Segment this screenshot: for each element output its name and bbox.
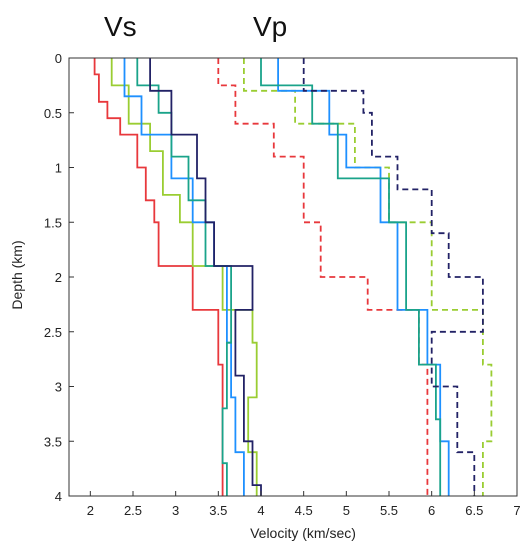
series-vs-4 (149, 58, 262, 496)
y-tick-label: 2.5 (44, 325, 62, 340)
series-vp-8 (260, 58, 442, 496)
x-tick-label: 4 (257, 503, 264, 518)
y-tick-label: 4 (55, 489, 62, 504)
vp-label: Vp (253, 11, 287, 42)
series-vp-6 (243, 58, 493, 496)
y-tick-label: 0 (55, 51, 62, 66)
series-vs-0 (93, 58, 224, 496)
x-axis-label: Velocity (km/sec) (250, 525, 356, 541)
x-tick-label: 4.5 (295, 503, 313, 518)
series-layer (93, 58, 493, 496)
y-axis-label: Depth (km) (9, 240, 25, 309)
x-tick-label: 5.5 (380, 503, 398, 518)
series-vs-3 (136, 58, 232, 496)
x-tick-label: 2.5 (124, 503, 142, 518)
y-tick-label: 3.5 (44, 434, 62, 449)
series-vs-1 (110, 58, 258, 496)
x-tick-label: 6.5 (465, 503, 483, 518)
axes-layer: 2 2.5 3 3.5 4 4.5 5 5.5 6 6.5 7 0 0.5 1 1.5 2 2.5 3 3.5 4 (44, 51, 521, 518)
series-vp-9 (302, 58, 484, 496)
vs-label: Vs (104, 11, 137, 42)
x-tick-label: 2 (87, 503, 94, 518)
y-tick-label: 3 (55, 380, 62, 395)
series-vp-5 (217, 58, 429, 496)
y-tick-label: 1 (55, 161, 62, 176)
y-tick-label: 0.5 (44, 106, 62, 121)
y-tick-label: 1.5 (44, 215, 62, 230)
x-tick-label: 5 (343, 503, 350, 518)
x-tick-label: 3 (172, 503, 179, 518)
x-tick-label: 3.5 (209, 503, 227, 518)
x-tick-label: 6 (428, 503, 435, 518)
y-tick-label: 2 (55, 270, 62, 285)
x-tick-label: 7 (513, 503, 520, 518)
